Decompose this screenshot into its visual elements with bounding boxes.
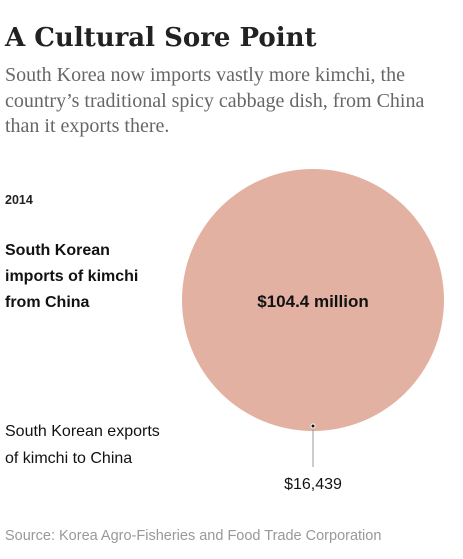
- imports-value-label: $104.4 million: [257, 292, 369, 311]
- chart-title: A Cultural Sore Point: [5, 23, 317, 53]
- year-label: 2014: [5, 193, 33, 207]
- exports-value-label: $16,439: [284, 476, 342, 493]
- source-note: Source: Korea Agro-Fisheries and Food Tr…: [5, 528, 382, 544]
- exports-circle: [310, 423, 316, 429]
- imports-circle: [182, 169, 444, 431]
- imports-series-label: South Korean imports of kimchi from Chin…: [5, 242, 139, 311]
- chart-subtitle: South Korea now imports vastly more kimc…: [5, 64, 425, 137]
- exports-series-label: South Korean exports of kimchi to China: [5, 423, 160, 467]
